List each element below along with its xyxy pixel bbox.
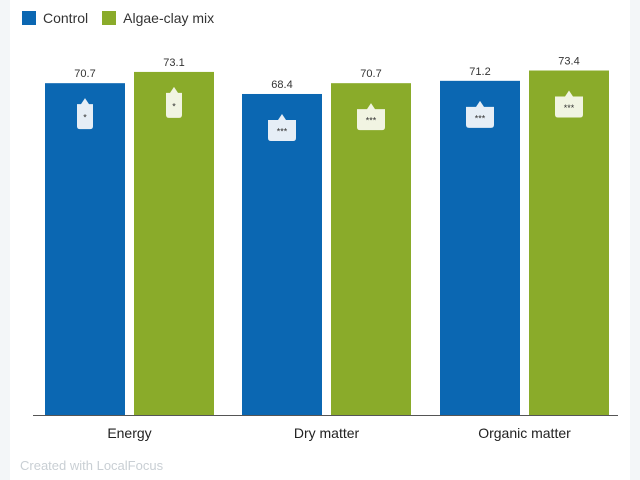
x-tick-label-dry-matter: Dry matter xyxy=(294,425,360,441)
data-label-control-organic-matter: 71.2 xyxy=(469,66,490,78)
significance-badge-control-energy xyxy=(77,98,93,130)
data-label-control-energy: 70.7 xyxy=(74,68,95,80)
bar-control-organic-matter[interactable] xyxy=(440,80,520,416)
x-tick-label-energy: Energy xyxy=(107,425,151,441)
bar-algae-clay-mix-organic-matter[interactable] xyxy=(529,70,609,415)
legend-item-control[interactable]: Control xyxy=(22,10,88,26)
x-tick-label-organic-matter: Organic matter xyxy=(478,425,571,441)
legend-item-algae-clay-mix[interactable]: Algae-clay mix xyxy=(102,10,214,26)
significance-marker-control-organic-matter: *** xyxy=(475,113,486,123)
legend-swatch-control xyxy=(22,11,36,25)
legend-label-algae-clay-mix: Algae-clay mix xyxy=(123,10,215,26)
legend-label-control: Control xyxy=(43,10,89,26)
data-label-algae-clay-mix-organic-matter: 73.4 xyxy=(558,56,579,68)
data-label-control-dry-matter: 68.4 xyxy=(271,79,292,91)
data-label-algae-clay-mix-energy: 73.1 xyxy=(163,57,184,69)
significance-badge-control-organic-matter xyxy=(466,100,494,128)
significance-badge-algae-clay-mix-energy xyxy=(166,86,182,118)
bar-control-energy[interactable] xyxy=(45,83,125,415)
chart-legend: Control Algae-clay mix xyxy=(22,9,214,27)
significance-marker-control-energy: * xyxy=(83,113,87,123)
bar-algae-clay-mix-dry-matter[interactable] xyxy=(331,83,411,415)
bar-control-dry-matter[interactable] xyxy=(242,93,322,415)
significance-marker-algae-clay-mix-dry-matter: *** xyxy=(366,116,377,126)
significance-marker-control-dry-matter: *** xyxy=(277,126,288,136)
legend-swatch-algae-clay-mix xyxy=(102,11,117,25)
created-with-credit[interactable]: Created with LocalFocus xyxy=(20,458,164,473)
significance-badge-control-dry-matter xyxy=(268,113,296,141)
significance-badge-algae-clay-mix-organic-matter xyxy=(555,90,583,118)
significance-marker-algae-clay-mix-energy: * xyxy=(172,101,176,111)
significance-badge-algae-clay-mix-dry-matter xyxy=(357,103,385,131)
data-label-algae-clay-mix-dry-matter: 70.7 xyxy=(360,68,381,80)
bar-algae-clay-mix-energy[interactable] xyxy=(134,71,214,416)
significance-marker-algae-clay-mix-organic-matter: *** xyxy=(564,103,575,113)
